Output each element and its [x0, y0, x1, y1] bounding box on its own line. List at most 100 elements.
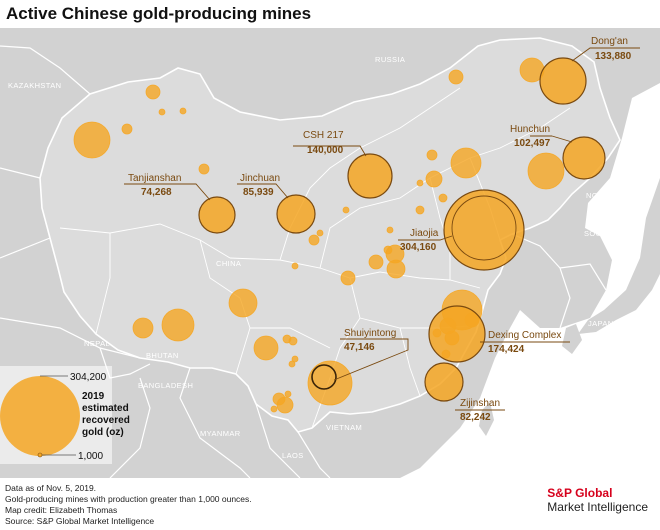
mine-bubble — [284, 390, 292, 398]
mine-bubble — [368, 254, 384, 270]
japan-land — [578, 178, 660, 334]
country-label-south-korea: SOUTH KOREA — [584, 229, 643, 238]
country-label-vietnam: VIETNAM — [326, 423, 362, 432]
footer-line-date: Data as of Nov. 5, 2019. — [5, 483, 97, 493]
mine-bubble-csh217 — [347, 153, 393, 199]
mine-label-dexing-name: Dexing Complex — [488, 330, 561, 341]
mine-label-csh217-value: 140,000 — [307, 145, 344, 156]
mine-label-hunchun-name: Hunchun — [510, 124, 550, 135]
country-label-kazakhstan: KAZAKHSTAN — [8, 81, 61, 90]
mine-bubble — [416, 179, 424, 187]
mine-bubble — [288, 360, 296, 368]
mine-bubble — [253, 335, 279, 361]
mine-bubble — [415, 205, 425, 215]
mine-label-dongan-value: 133,880 — [595, 51, 632, 62]
country-label-bangladesh: BANGLADESH — [138, 381, 193, 390]
mine-bubble — [288, 336, 298, 346]
mine-bubble — [386, 259, 406, 279]
mine-bubble — [270, 405, 278, 413]
legend-title-line-1: 2019 — [82, 391, 105, 402]
mine-label-shuiyintong-value: 47,146 — [344, 342, 375, 353]
labeled-mine-bubbles — [198, 57, 606, 402]
mine-label-tanjianshan-name: Tanjianshan — [128, 173, 181, 184]
mine-bubble-dongan — [539, 57, 587, 105]
country-borders — [0, 45, 607, 478]
legend-max-bubble — [0, 376, 80, 456]
mine-label-shuiyintong-name: Shuiyintong — [344, 328, 396, 339]
logo-line-2: Market Intelligence — [547, 500, 648, 514]
mine-bubble — [132, 317, 154, 339]
mine-label-jinchuan-value: 85,939 — [243, 187, 274, 198]
sp-global-logo: S&P Global Market Intelligence — [547, 486, 648, 514]
footer-line-source: Source: S&P Global Market Intelligence — [5, 516, 155, 526]
mine-bubble — [438, 193, 448, 203]
country-label-russia: RUSSIA — [375, 55, 405, 64]
legend-title-line-2: estimated — [82, 403, 129, 414]
mine-bubble-hunchun — [562, 136, 606, 180]
country-label-china: CHINA — [216, 259, 241, 268]
mine-bubble — [448, 69, 464, 85]
mine-bubble — [386, 226, 394, 234]
legend-title-line-4: gold (oz) — [82, 427, 124, 438]
mine-bubble — [291, 355, 299, 363]
legend-min-bubble — [37, 452, 43, 458]
mine-bubble — [307, 360, 353, 406]
mine-bubble — [73, 121, 111, 159]
mine-bubble-jiaojia-inner — [451, 195, 517, 261]
mine-label-jinchuan-name: Jinchuan — [240, 173, 280, 184]
mine-label-zijinshan-value: 82,242 — [460, 412, 491, 423]
country-label-japan: JAPAN — [588, 319, 614, 328]
mine-label-tanjianshan-value: 74,268 — [141, 187, 172, 198]
mine-bubble — [450, 147, 482, 179]
mine-label-jiaojia-value: 304,160 — [400, 242, 437, 253]
hainan-land — [348, 454, 374, 474]
kyushu-land — [562, 324, 582, 354]
country-label-myanmar: MYANMAR — [200, 429, 241, 438]
footer-line-credit: Map credit: Elizabeth Thomas — [5, 505, 118, 515]
legend-title-line-3: recovered — [82, 415, 130, 426]
mine-bubble — [527, 152, 565, 190]
country-label-nepal: NEPAL — [84, 339, 110, 348]
mine-bubble — [145, 84, 161, 100]
country-label-bhutan: BHUTAN — [146, 351, 179, 360]
mine-bubble — [291, 262, 299, 270]
taiwan-land — [479, 402, 494, 436]
mine-bubble — [198, 163, 210, 175]
mine-bubble-dexing — [428, 305, 486, 363]
country-label-north-korea: NORTH KOREA — [586, 191, 645, 200]
mine-label-jiaojia-name: Jiaojia — [410, 228, 439, 239]
country-labels: RUSSIA KAZAKHSTAN CHINA NEPAL BHUTAN BAN… — [8, 55, 645, 460]
mine-bubble — [425, 170, 443, 188]
mine-bubble-tanjianshan — [198, 196, 236, 234]
mine-bubble — [158, 108, 166, 116]
mine-bubble-jiaojia — [443, 189, 525, 271]
logo-line-1: S&P Global — [547, 486, 613, 500]
mine-label-dongan-name: Dong'an — [591, 36, 628, 47]
mine-labels: Dong'an 133,880 CSH 217 140,000 Hunchun … — [128, 36, 632, 423]
mine-bubble — [342, 206, 350, 214]
mine-label-csh217-name: CSH 217 — [303, 130, 344, 141]
mine-bubble — [308, 234, 320, 246]
label-leader-lines — [124, 47, 640, 411]
mine-bubble — [179, 107, 187, 115]
mine-bubble — [340, 270, 356, 286]
mine-bubble — [276, 396, 294, 414]
mine-bubble-shuiyintong — [311, 364, 337, 390]
mine-label-dexing-value: 174,424 — [488, 344, 525, 355]
footer-line-criteria: Gold-producing mines with production gre… — [5, 494, 252, 504]
mine-label-hunchun-value: 102,497 — [514, 138, 551, 149]
mine-bubble — [121, 123, 133, 135]
page-title: Active Chinese gold-producing mines — [6, 4, 312, 23]
legend-min-label: 1,000 — [78, 451, 103, 462]
mine-bubble — [316, 229, 324, 237]
mine-label-zijinshan-name: Zijinshan — [460, 398, 500, 409]
mine-bubble-zijinshan — [424, 362, 464, 402]
footer-notes: Data as of Nov. 5, 2019. Gold-producing … — [5, 483, 252, 527]
size-legend: 304,200 1,000 2019 estimated recovered g… — [0, 366, 130, 464]
china-gold-mines-map: RUSSIA KAZAKHSTAN CHINA NEPAL BHUTAN BAN… — [0, 28, 660, 478]
mine-bubble — [228, 288, 258, 318]
mine-bubble — [426, 149, 438, 161]
country-label-laos: LAOS — [282, 451, 304, 460]
legend-max-label: 304,200 — [70, 372, 107, 383]
mine-bubble-jinchuan — [276, 194, 316, 234]
